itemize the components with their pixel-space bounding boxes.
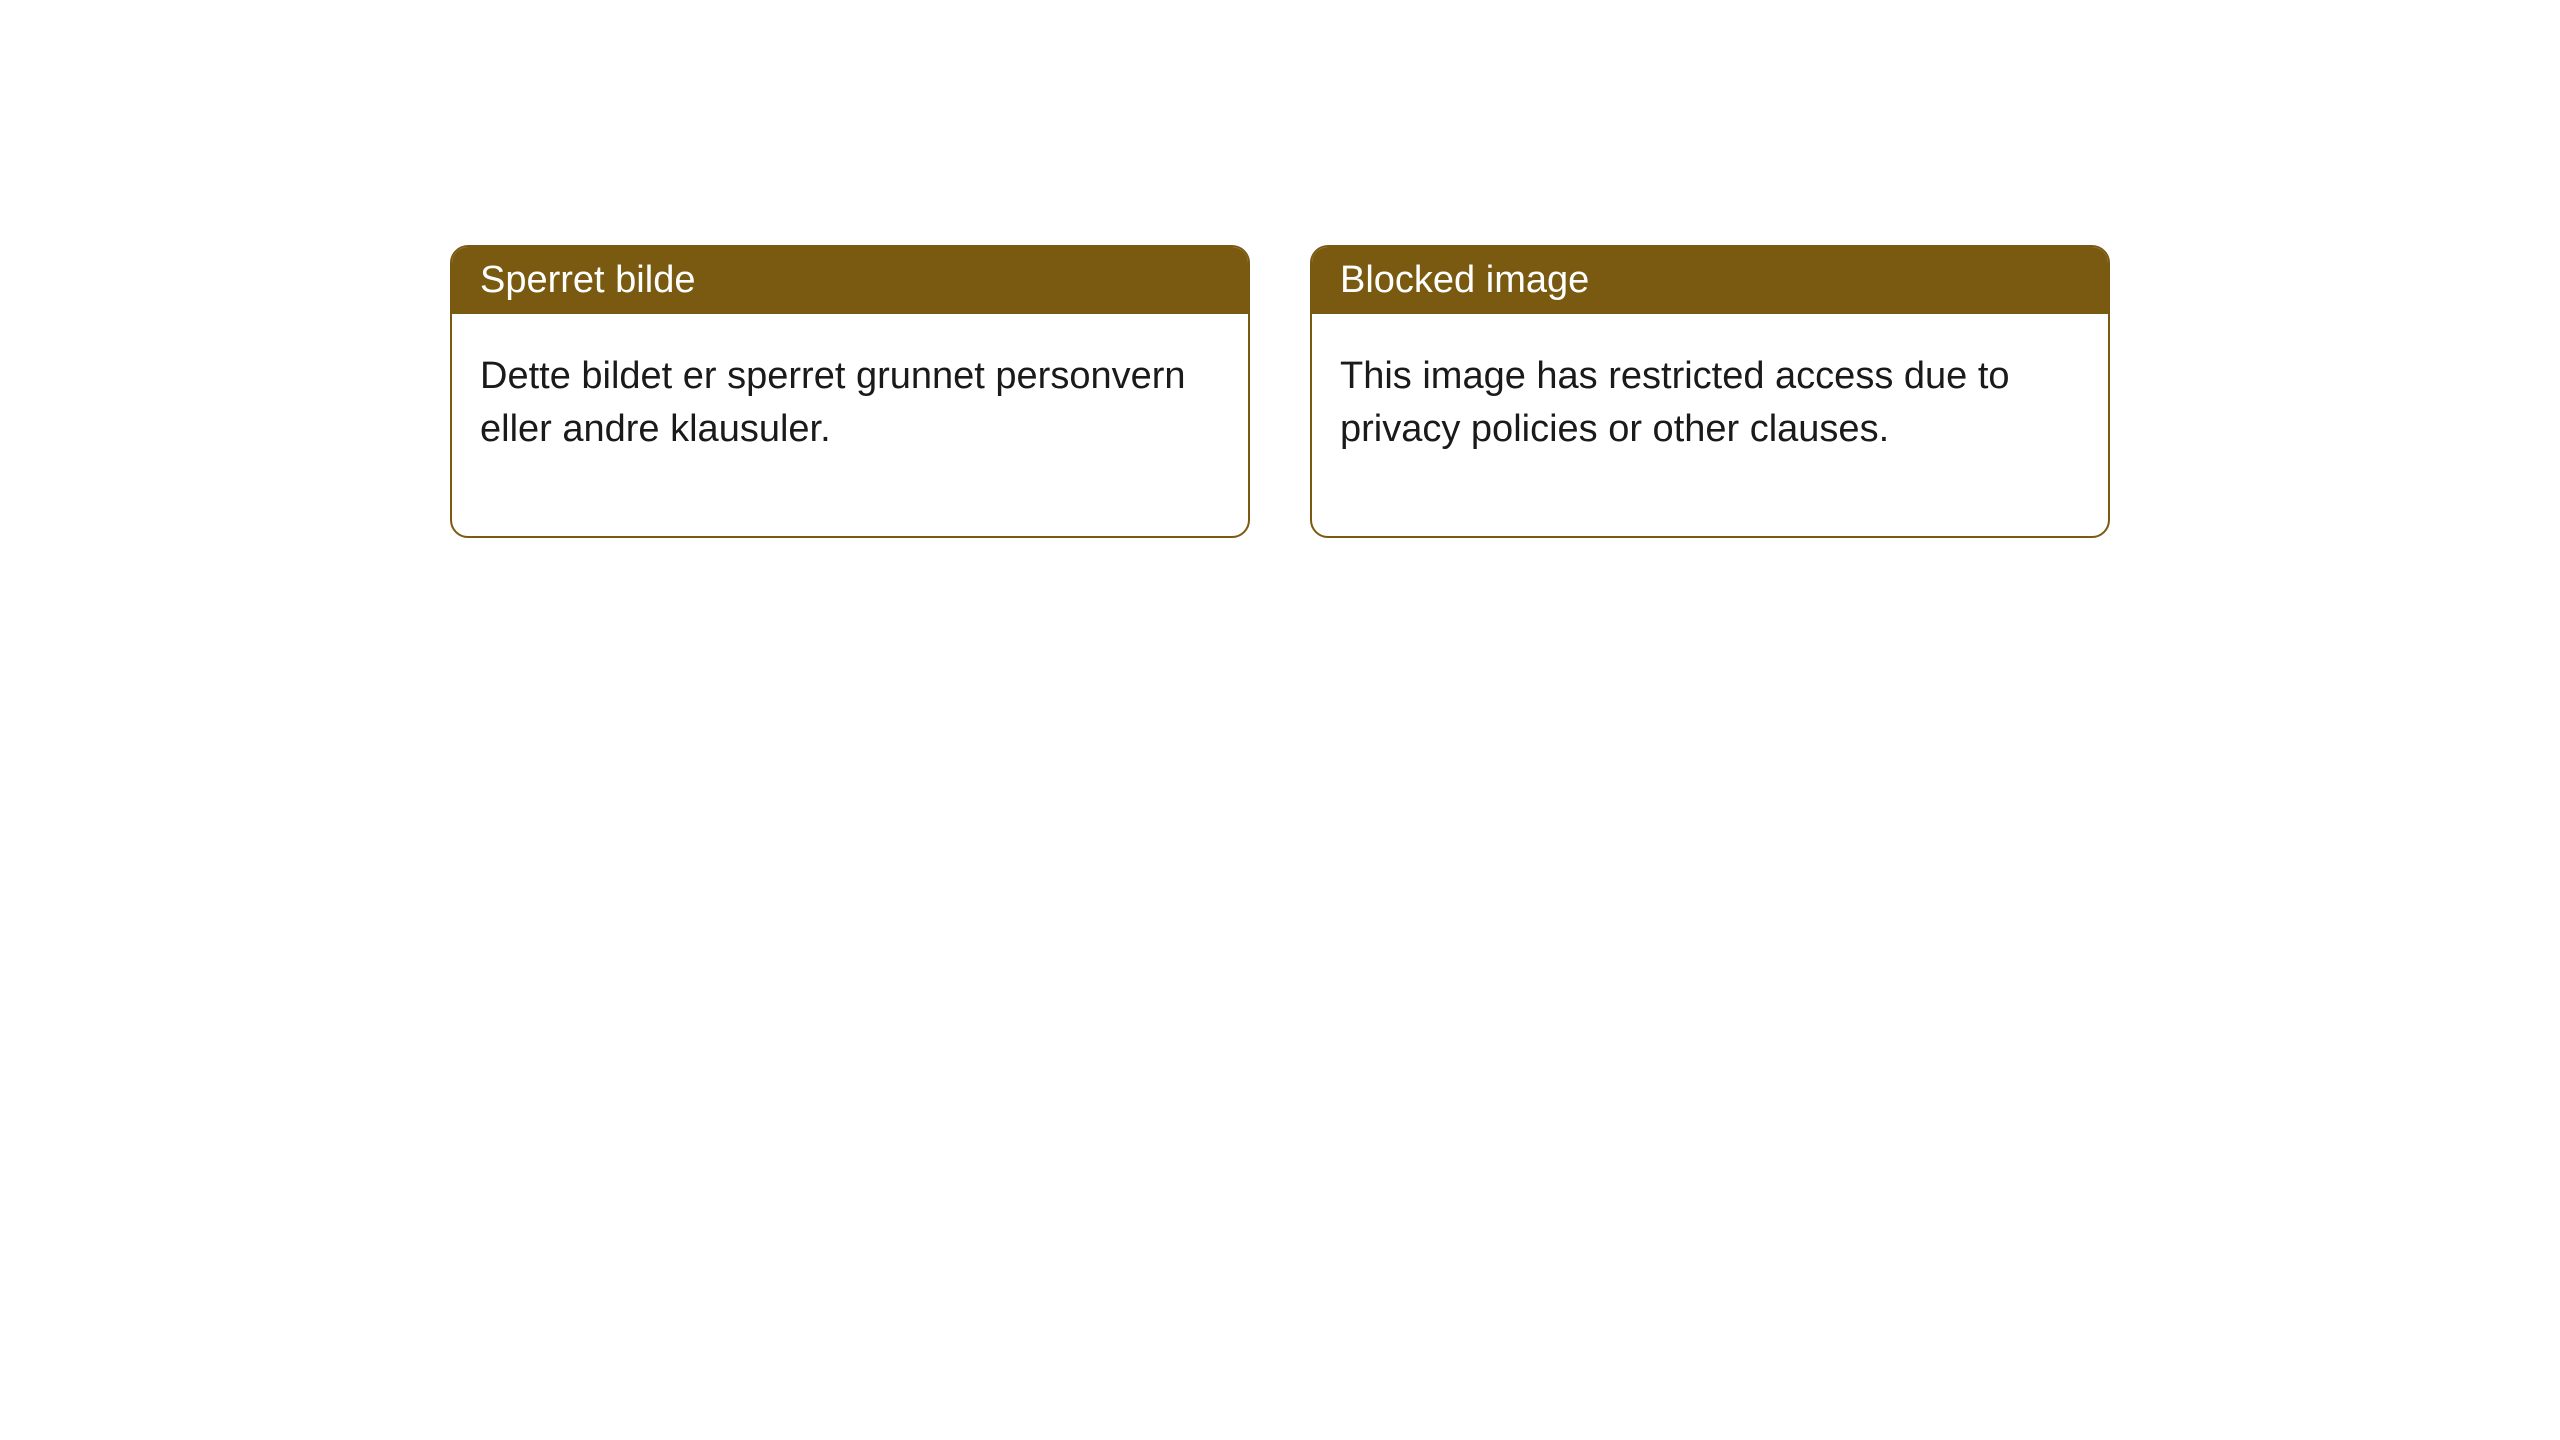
card-header: Sperret bilde [452, 247, 1248, 314]
card-title: Blocked image [1340, 259, 1589, 301]
card-body: This image has restricted access due to … [1312, 314, 2108, 536]
notice-card-english: Blocked image This image has restricted … [1310, 245, 2110, 538]
card-body-text: This image has restricted access due to … [1340, 355, 2010, 450]
card-body-text: Dette bildet er sperret grunnet personve… [480, 355, 1186, 450]
card-title: Sperret bilde [480, 259, 695, 301]
card-body: Dette bildet er sperret grunnet personve… [452, 314, 1248, 536]
card-header: Blocked image [1312, 247, 2108, 314]
notice-cards-container: Sperret bilde Dette bildet er sperret gr… [0, 0, 2560, 538]
notice-card-norwegian: Sperret bilde Dette bildet er sperret gr… [450, 245, 1250, 538]
